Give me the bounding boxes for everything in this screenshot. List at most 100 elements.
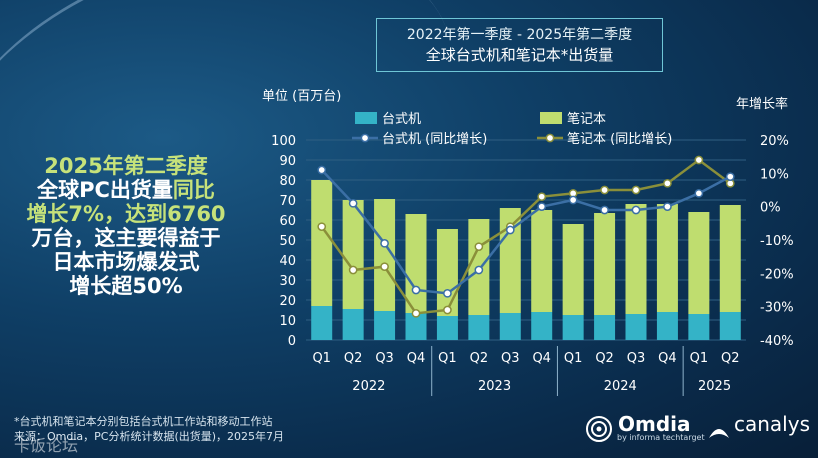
y-right-axis-label: 年增长率 <box>736 96 788 112</box>
x-tick-label: Q3 <box>627 351 646 366</box>
y-left-tick-label: 20 <box>279 294 296 309</box>
bar-notebook <box>311 180 333 306</box>
y-left-tick-label: 0 <box>288 334 296 349</box>
y-left-tick-label: 90 <box>279 154 296 169</box>
legend-desktop-label: 台式机 <box>382 112 421 127</box>
bar-notebook <box>562 224 584 315</box>
bar-desktop <box>436 316 458 340</box>
desktop-growth-point <box>537 202 547 212</box>
desktop-growth-line <box>320 169 731 295</box>
bar-desktop <box>594 315 616 340</box>
bar-desktop <box>656 312 678 340</box>
year-label: 2024 <box>604 379 637 394</box>
desktop-growth-point <box>631 205 641 215</box>
bar-desktop <box>625 314 647 340</box>
notebook-growth-point <box>474 242 484 252</box>
bar-notebook <box>436 229 458 316</box>
x-tick-label: Q4 <box>407 351 426 366</box>
year-label: 2025 <box>698 379 731 394</box>
notebook-growth-point <box>694 155 704 165</box>
notebook-growth-point <box>317 222 327 232</box>
headline-part1: 2025年第二季度 <box>44 154 208 178</box>
notebook-growth-point <box>411 308 421 318</box>
chart-title-box: 2022年第一季度 - 2025年第二季度 全球台式机和笔记本*出货量 <box>376 18 663 72</box>
chart-title-line1: 2022年第一季度 - 2025年第二季度 <box>406 27 633 43</box>
x-tick-label: Q2 <box>721 351 740 366</box>
x-tick-label: Q2 <box>595 351 614 366</box>
bar-notebook <box>656 204 678 312</box>
headline-part7: 增长超50% <box>69 274 183 298</box>
headline-part5: 万台，这主要得益于 <box>31 226 221 250</box>
legend-notebook-growth-marker <box>545 133 555 143</box>
bar-desktop <box>719 312 741 340</box>
headline-part4: 增长7%，达到6760 <box>26 202 226 226</box>
omdia-brand: Omdia <box>618 412 691 436</box>
y-right-tick-label: -30% <box>760 301 794 316</box>
x-tick-label: Q1 <box>690 351 709 366</box>
chart-title-line2: 全球台式机和笔记本*出货量 <box>425 46 614 64</box>
headline-part6: 日本市场爆发式 <box>52 250 200 274</box>
legend-notebook-growth-label: 笔记本 (同比增长) <box>567 131 672 147</box>
footnote-line1: *台式机和笔记本分别包括台式机工作站和移动工作站 <box>14 415 273 428</box>
y-right-tick-label: -20% <box>760 267 794 282</box>
x-tick-label: Q3 <box>501 351 520 366</box>
headline-part2: 全球PC出货量 <box>37 178 173 202</box>
year-label: 2023 <box>478 379 511 394</box>
x-tick-label: Q1 <box>438 351 457 366</box>
y-right-tick-label: 20% <box>760 134 789 149</box>
footnote-line2: 来源：Omdia，PC分析统计数据(出货量)，2025年7月 <box>14 430 285 443</box>
legend-desktop-swatch <box>355 112 377 124</box>
desktop-growth-point <box>443 288 452 298</box>
bar-desktop <box>688 314 710 340</box>
x-tick-label: Q3 <box>375 351 394 366</box>
legend-desktop-growth-marker <box>360 133 370 143</box>
y-left-tick-label: 30 <box>279 274 296 289</box>
bar-desktop <box>405 313 427 340</box>
notebook-growth-line <box>320 158 732 315</box>
y-right-tick-label: 10% <box>760 167 789 182</box>
watermark: 卡饭论坛 <box>14 436 79 455</box>
notebook-growth-point <box>663 178 672 188</box>
desktop-growth-point <box>600 205 609 215</box>
desktop-growth-point <box>411 285 421 295</box>
desktop-growth-point <box>317 165 327 175</box>
y-right-tick-label: 0% <box>760 201 781 216</box>
y-left-tick-label: 60 <box>279 214 296 229</box>
bar-notebook <box>499 208 521 313</box>
bar-desktop <box>311 306 333 340</box>
notebook-growth-point <box>537 192 547 202</box>
x-tick-label: Q2 <box>470 351 489 366</box>
desktop-growth-point <box>474 265 484 275</box>
bar-notebook <box>405 214 427 313</box>
bar-notebook <box>374 199 396 311</box>
notebook-growth-point <box>348 265 358 275</box>
desktop-growth-point <box>725 172 735 182</box>
footnote: *台式机和笔记本分别包括台式机工作站和移动工作站 来源：Omdia，PC分析统计… <box>14 414 284 444</box>
x-tick-label: Q1 <box>312 351 331 366</box>
y-left-tick-label: 100 <box>271 134 296 149</box>
bar-notebook <box>719 205 741 312</box>
notebook-growth-point <box>600 185 609 195</box>
y-right-tick-label: -10% <box>760 234 794 249</box>
bar-desktop <box>342 309 364 340</box>
bar-desktop <box>499 313 521 340</box>
headline: 2025年第二季度 全球PC出货量同比 增长7%，达到6760 万台，这主要得益… <box>6 154 246 298</box>
desktop-growth-point <box>505 225 515 235</box>
canalys-brand: canalys <box>734 412 810 436</box>
year-label: 2022 <box>352 379 385 394</box>
x-tick-label: Q1 <box>564 351 583 366</box>
y-left-tick-label: 10 <box>279 314 296 329</box>
desktop-growth-point <box>568 195 578 205</box>
bar-notebook <box>688 212 710 314</box>
notebook-growth-point <box>380 262 389 272</box>
bar-notebook <box>342 200 364 309</box>
desktop-growth-point <box>380 238 389 248</box>
legend-notebook-label: 笔记本 <box>567 111 606 127</box>
headline-part3: 同比 <box>172 178 215 202</box>
x-tick-label: Q4 <box>532 351 551 366</box>
bar-desktop <box>562 315 584 340</box>
bar-desktop <box>374 311 396 340</box>
x-tick-label: Q2 <box>344 351 363 366</box>
legend-notebook-swatch <box>540 112 562 124</box>
